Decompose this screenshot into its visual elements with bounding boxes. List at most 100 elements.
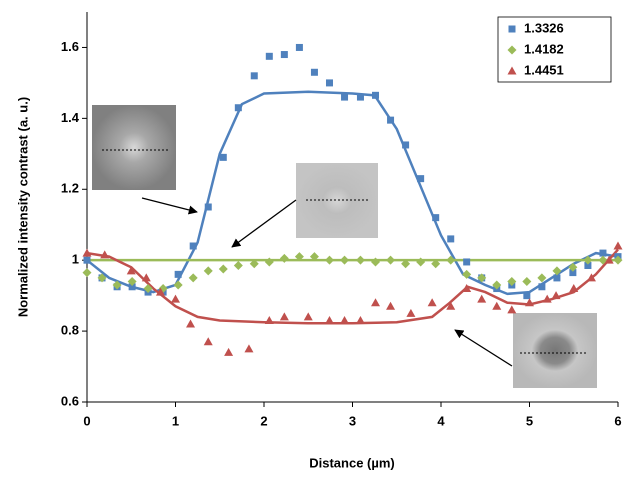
- arrow: [141, 197, 198, 215]
- marker-triangle: [569, 284, 579, 293]
- marker-triangle: [100, 250, 110, 259]
- marker-square: [189, 242, 197, 250]
- marker-triangle: [477, 294, 487, 303]
- marker-square: [265, 52, 273, 60]
- y-tick-label: 0.8: [61, 323, 79, 338]
- marker-triangle: [340, 315, 350, 324]
- marker-diamond: [340, 255, 350, 265]
- marker-diamond: [416, 257, 426, 267]
- legend-label: 1.4451: [524, 62, 564, 77]
- x-tick-label: 2: [260, 413, 267, 428]
- marker-triangle: [507, 305, 517, 314]
- marker-triangle: [264, 315, 274, 324]
- marker-triangle: [604, 255, 614, 264]
- marker-diamond: [507, 276, 517, 286]
- marker-square: [174, 270, 182, 278]
- y-tick-label: 1.2: [61, 181, 79, 196]
- marker-square: [599, 249, 607, 257]
- marker-square: [310, 68, 318, 76]
- marker-square: [295, 43, 303, 51]
- marker-diamond: [552, 266, 562, 276]
- plot-area: [82, 43, 623, 356]
- marker-triangle: [446, 301, 456, 310]
- marker-triangle: [542, 294, 552, 303]
- inset-images: [92, 105, 597, 388]
- marker-diamond: [386, 255, 396, 265]
- x-tick-label: 3: [349, 413, 356, 428]
- marker-diamond: [82, 268, 92, 278]
- marker-triangle: [244, 344, 254, 353]
- marker-triangle: [613, 241, 623, 250]
- marker-triangle: [303, 312, 313, 321]
- marker-diamond: [324, 255, 334, 265]
- marker-diamond: [371, 257, 381, 267]
- marker-triangle: [186, 319, 196, 328]
- marker-diamond: [264, 257, 274, 267]
- y-tick-label: 1.4: [61, 110, 80, 125]
- marker-diamond: [477, 273, 487, 283]
- marker-triangle: [355, 315, 365, 324]
- marker-triangle: [406, 308, 416, 317]
- marker-diamond: [568, 262, 578, 272]
- marker-diamond: [446, 255, 456, 265]
- marker-square: [584, 262, 592, 269]
- x-tick-label: 6: [614, 413, 621, 428]
- marker-square: [219, 153, 227, 161]
- marker-square: [341, 93, 349, 101]
- marker-square: [204, 203, 212, 211]
- marker-triangle: [203, 337, 213, 346]
- marker-diamond: [97, 273, 107, 283]
- marker-square: [417, 175, 425, 183]
- inset-image: [296, 163, 378, 238]
- marker-square: [538, 283, 546, 291]
- marker-diamond: [188, 273, 198, 283]
- marker-triangle: [279, 312, 289, 321]
- legend: 1.3326 1.4182 1.4451: [507, 20, 564, 77]
- legend-label: 1.3326: [524, 20, 564, 35]
- marker-triangle: [155, 287, 165, 296]
- marker-square: [83, 256, 91, 264]
- marker-diamond: [537, 273, 547, 283]
- arrow: [454, 329, 513, 367]
- marker-square: [553, 274, 561, 282]
- marker-triangle: [371, 298, 381, 307]
- marker-square: [523, 292, 531, 300]
- marker-diamond: [492, 280, 502, 290]
- marker-square: [569, 269, 577, 277]
- marker-square: [234, 104, 242, 112]
- y-tick-label: 1.6: [61, 39, 79, 54]
- inset-image: [513, 313, 597, 388]
- inset-image: [92, 105, 176, 190]
- marker-square: [325, 79, 333, 87]
- marker-diamond: [507, 45, 517, 55]
- marker-square: [250, 72, 258, 80]
- marker-triangle: [224, 347, 234, 356]
- axes: 0.6 0.8 1 1.2 1.4 1.6 0 1 2 3 4 5 6: [61, 12, 622, 428]
- marker-diamond: [218, 264, 228, 274]
- marker-triangle: [462, 284, 472, 293]
- marker-diamond: [598, 255, 608, 265]
- x-tick-label: 1: [172, 413, 179, 428]
- marker-triangle: [171, 294, 180, 303]
- marker-diamond: [127, 276, 137, 286]
- legend-box: [497, 16, 612, 83]
- marker-triangle: [141, 273, 151, 282]
- marker-square: [402, 141, 410, 149]
- marker-triangle: [525, 298, 534, 307]
- legend-label: 1.4182: [524, 41, 564, 56]
- marker-triangle: [551, 291, 561, 300]
- marker-triangle: [126, 266, 136, 275]
- marker-square: [280, 51, 288, 59]
- marker-square: [463, 258, 471, 266]
- marker-diamond: [249, 259, 259, 269]
- marker-diamond: [613, 255, 623, 265]
- x-tick-label: 4: [437, 413, 445, 428]
- marker-diamond: [462, 269, 472, 279]
- marker-diamond: [294, 252, 304, 262]
- marker-square: [432, 214, 440, 222]
- marker-diamond: [143, 284, 153, 294]
- marker-triangle: [427, 298, 437, 307]
- x-tick-label: 0: [83, 413, 90, 428]
- marker-diamond: [522, 276, 532, 286]
